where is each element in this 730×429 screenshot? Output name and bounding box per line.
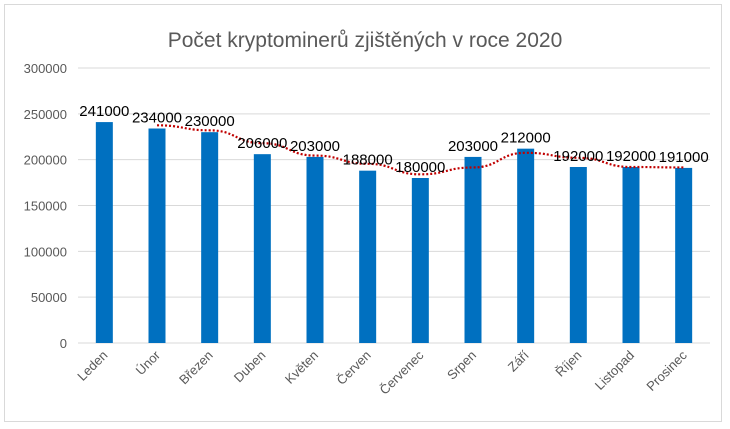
bar <box>517 148 535 343</box>
x-tick-label: Srpen <box>444 348 479 383</box>
x-tick-label: Září <box>505 347 532 374</box>
x-tick-label: Červen <box>334 348 374 388</box>
data-label: 212000 <box>501 130 551 147</box>
x-tick-label: Leden <box>74 348 110 384</box>
data-label: 203000 <box>290 138 340 155</box>
chart-title: Počet kryptominerů zjištěných v roce 202… <box>168 29 563 52</box>
bar <box>569 167 587 343</box>
y-tick-label: 150000 <box>24 199 67 214</box>
data-label: 192000 <box>606 148 656 165</box>
gridlines <box>78 67 710 344</box>
y-tick-label: 250000 <box>24 107 67 122</box>
bar <box>359 170 377 343</box>
bar <box>411 178 429 343</box>
bar <box>253 154 271 343</box>
data-label: 180000 <box>395 159 445 176</box>
x-tick-label: Březen <box>176 348 216 388</box>
trendline <box>156 124 684 176</box>
y-tick-label: 300000 <box>24 61 67 76</box>
x-tick-label: Prosinec <box>643 347 690 394</box>
data-label: 188000 <box>343 152 393 169</box>
y-tick-label: 200000 <box>24 153 67 168</box>
x-tick-label: Duben <box>231 348 269 386</box>
bar <box>622 167 640 343</box>
y-tick-label: 0 <box>60 336 67 351</box>
data-label: 206000 <box>237 135 287 152</box>
y-axis-ticks: 0 50000 100000 150000 200000 250000 300000 <box>24 61 67 351</box>
bar <box>306 156 324 343</box>
data-label: 241000 <box>79 103 129 120</box>
bar <box>464 156 482 343</box>
x-tick-label: Červenec <box>377 347 427 397</box>
x-tick-label: Únor <box>133 347 164 378</box>
bar <box>201 132 219 343</box>
x-tick-label: Říjen <box>552 348 584 380</box>
bars <box>95 122 693 343</box>
data-label: 234000 <box>132 110 182 127</box>
bar <box>675 167 693 343</box>
x-tick-label: Květen <box>282 348 321 387</box>
x-tick-label: Listopad <box>592 348 637 393</box>
bar <box>95 122 113 343</box>
data-label: 192000 <box>553 148 603 165</box>
data-label: 203000 <box>448 138 498 155</box>
bar <box>148 128 166 343</box>
y-tick-label: 100000 <box>24 244 67 259</box>
y-tick-label: 50000 <box>31 290 67 305</box>
x-axis-ticks: Leden Únor Březen Duben Květen Červen Červenec… <box>74 347 690 397</box>
data-label: 191000 <box>659 149 709 166</box>
moving-average-line <box>156 124 684 176</box>
data-label: 230000 <box>185 113 235 130</box>
